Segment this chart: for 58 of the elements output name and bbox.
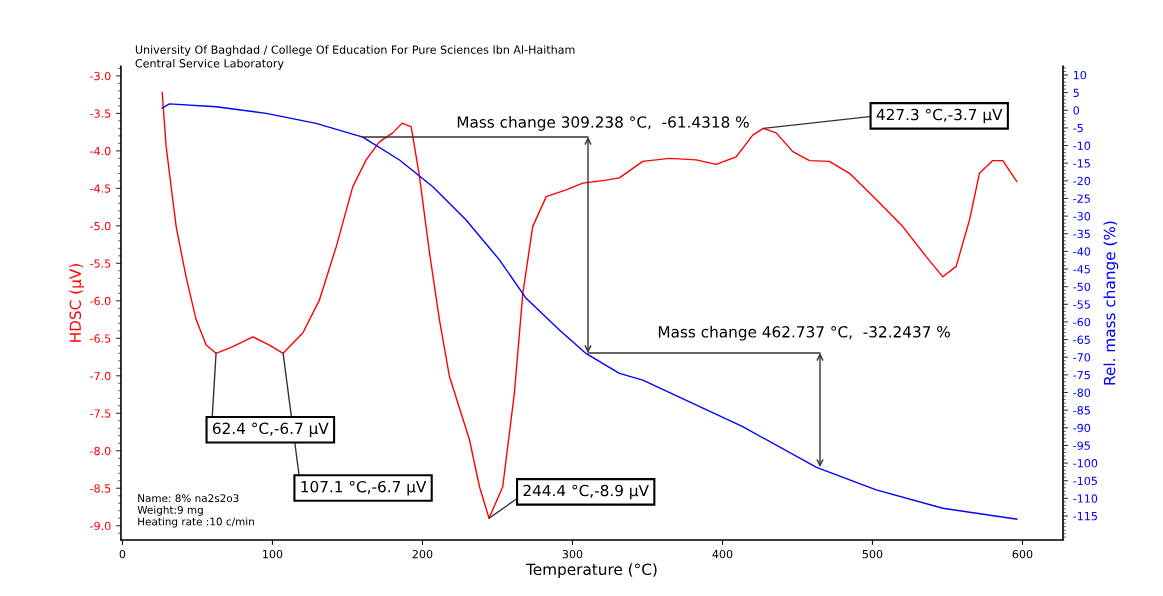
y-tick-label: -5.5 xyxy=(90,259,111,268)
y2-tick-label: -25 xyxy=(1073,194,1090,203)
y-tick-label: -5.0 xyxy=(90,221,111,231)
annotation: 62.4 °C,-6.7 µV xyxy=(212,422,329,438)
y2-tick-label: -80 xyxy=(1073,388,1091,397)
y2-tick-label: -35 xyxy=(1073,229,1090,239)
y-tick-label: -6.5 xyxy=(90,334,111,343)
y2-tick-label: -65 xyxy=(1073,335,1090,344)
y2-tick-label: -30 xyxy=(1073,212,1091,221)
y2-axis-title: Rel. mass change (%) xyxy=(1103,221,1119,385)
annotation: 107.1 °C,-6.7 µV xyxy=(301,480,427,496)
y2-tick-label: -15 xyxy=(1073,159,1090,168)
y2-tick-label: -110 xyxy=(1073,494,1098,503)
y2-tick-label: -5 xyxy=(1073,124,1083,133)
annotation: Mass change 309.238 °C, -61.4318 % xyxy=(457,115,749,131)
y2-tick-label: -20 xyxy=(1073,176,1091,186)
y-tick-label: -6.0 xyxy=(90,296,111,306)
chart-subtitle: Central Service Laboratory xyxy=(135,58,284,70)
y-tick-label: -4.5 xyxy=(90,184,111,193)
y-tick-label: -7.5 xyxy=(90,409,111,418)
x-axis-title: Temperature (°C) xyxy=(526,563,657,579)
y2-tick-label: -50 xyxy=(1073,282,1091,292)
x-tick-label: 400 xyxy=(712,549,733,559)
x-tick-label: 200 xyxy=(412,549,433,559)
x-tick-label: 600 xyxy=(1012,549,1033,559)
y2-tick-label: -115 xyxy=(1073,512,1097,521)
annotation: 244.4 °C,-8.9 µV xyxy=(523,484,649,500)
y2-tick-label: 5 xyxy=(1073,88,1079,97)
y2-tick-label: -40 xyxy=(1073,247,1091,256)
y-tick-label: -3.0 xyxy=(90,71,111,81)
x-tick-label: 300 xyxy=(562,549,583,559)
chart-title: University Of Baghdad / College Of Education For Pure Sciences Ibn Al-Haitham xyxy=(135,45,575,56)
x-tick-label: 500 xyxy=(862,549,883,559)
x-tick-label: 100 xyxy=(263,549,283,559)
y-tick-label: -3.5 xyxy=(90,109,111,118)
y2-tick-label: -95 xyxy=(1073,441,1090,450)
annotation: Mass change 462.737 °C, -32.2437 % xyxy=(658,325,950,341)
y2-tick-label: -85 xyxy=(1073,406,1090,415)
y2-tick-label: 10 xyxy=(1073,70,1087,80)
y2-tick-label: -55 xyxy=(1073,300,1090,309)
y2-tick-label: -70 xyxy=(1073,353,1091,362)
annotation: 427.3 °C,-3.7 µV xyxy=(876,108,1003,124)
y-axis-title: HDSC (µV) xyxy=(69,264,84,342)
y-tick-label: -4.0 xyxy=(90,146,111,156)
y2-tick-label: -10 xyxy=(1073,141,1091,150)
y2-tick-label: -100 xyxy=(1073,459,1098,468)
y2-tick-label: -90 xyxy=(1073,423,1091,433)
y2-tick-label: -75 xyxy=(1073,370,1090,380)
y-tick-label: -7.0 xyxy=(90,371,111,381)
y-tick-label: -8.0 xyxy=(90,446,111,456)
y2-tick-label: -45 xyxy=(1073,265,1090,274)
y2-tick-label: -105 xyxy=(1073,476,1097,486)
y2-tick-label: -60 xyxy=(1073,317,1091,327)
y-tick-label: -9.0 xyxy=(90,521,111,531)
annotation: Name: 8% na2s2o3 Weight:9 mg Heating rate :10 c/min xyxy=(137,494,254,528)
y2-tick-label: 0 xyxy=(1073,106,1080,115)
y-tick-label: -8.5 xyxy=(90,484,111,493)
x-tick-label: 0 xyxy=(119,549,126,559)
